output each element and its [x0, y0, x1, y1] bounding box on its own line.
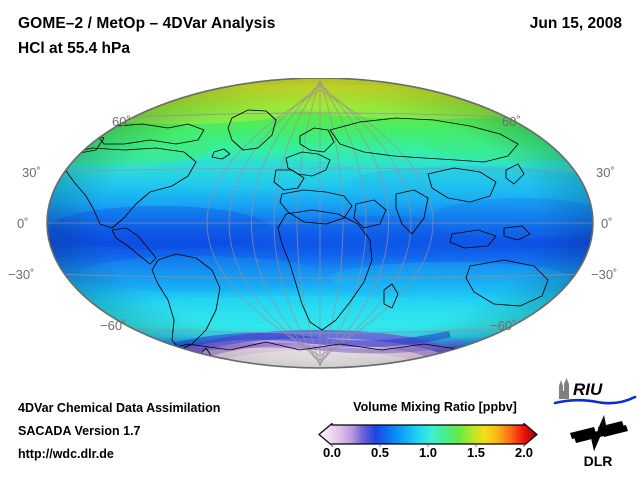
map-panel: 60˚ 30˚ 0˚ −30˚ −60˚ 60˚ 30˚ 0˚ −30˚ −60…: [0, 78, 640, 378]
lat-label-right-0: 0˚: [601, 216, 613, 231]
riu-logo: RIU: [553, 378, 637, 405]
lat-label-left-m30: −30˚: [8, 267, 35, 282]
lat-label-right-m30: −30˚: [591, 267, 618, 282]
page-subtitle: HCl at 55.4 hPa: [18, 40, 130, 57]
footer-line-url[interactable]: http://wdc.dlr.de: [18, 447, 114, 461]
colorbar-title: Volume Mixing Ratio [ppbv]: [353, 400, 517, 414]
colorbar-gradient: [318, 422, 538, 447]
lat-label-left-0: 0˚: [17, 216, 29, 231]
footer-line-version: SACADA Version 1.7: [18, 424, 141, 438]
lat-label-right-30: 30˚: [596, 165, 615, 180]
lat-label-right-m60: −60˚: [490, 318, 517, 333]
riu-wave-icon: [553, 395, 637, 405]
dlr-wordmark: DLR: [584, 453, 613, 469]
colorbar: [318, 422, 538, 449]
mollweide-map: [46, 78, 594, 369]
riu-wordmark: RIU: [573, 380, 603, 399]
colorbar-tick-4: 2.0: [514, 445, 534, 460]
colorbar-tick-0: 0.0: [322, 445, 342, 460]
hcl-field: [47, 78, 593, 368]
lat-label-left-m60: −60˚: [100, 318, 127, 333]
colorbar-tick-2: 1.0: [418, 445, 438, 460]
map-outline: [46, 78, 594, 369]
page-title: GOME–2 / MetOp – 4DVar Analysis: [18, 15, 276, 32]
colorbar-ticks: 0.0 0.5 1.0 1.5 2.0: [318, 445, 538, 465]
lat-label-left-30: 30˚: [22, 165, 41, 180]
colorbar-svg: [318, 422, 538, 449]
lat-label-left-60: 60˚: [112, 114, 131, 129]
dlr-star-icon: [570, 415, 628, 451]
colorbar-tick-3: 1.5: [466, 445, 486, 460]
lat-label-right-60: 60˚: [502, 114, 521, 129]
cathedral-icon: [559, 378, 569, 399]
date-label: Jun 15, 2008: [529, 15, 622, 32]
dlr-logo: DLR: [570, 415, 628, 469]
footer-line-method: 4DVar Chemical Data Assimilation: [18, 401, 221, 415]
colorbar-tick-1: 0.5: [370, 445, 390, 460]
